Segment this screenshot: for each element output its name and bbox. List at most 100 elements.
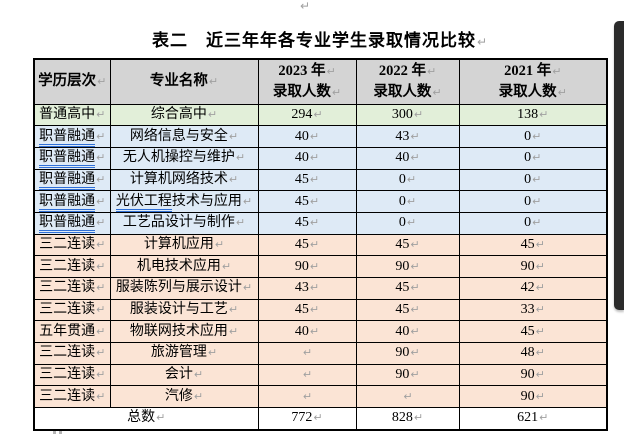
count-value: 0 xyxy=(524,193,532,209)
count-2023-cell[interactable]: 43↵ xyxy=(257,277,357,300)
level-text: 职普融通 xyxy=(39,193,96,212)
total-2021-value: 621 xyxy=(517,410,539,426)
paragraph-mark-icon: ↵ xyxy=(410,303,420,317)
level-cell[interactable]: 三二连读↵ xyxy=(33,277,111,300)
level-text: 三二连读 xyxy=(39,280,96,296)
count-2021-cell[interactable]: 0↵ xyxy=(458,211,608,235)
total-2021-cell[interactable]: 621↵ xyxy=(458,407,608,431)
count-2023-cell[interactable]: 40↵ xyxy=(257,320,357,344)
count-2023-cell[interactable]: 45↵ xyxy=(257,211,357,235)
major-cell[interactable]: 服装设计与工艺↵ xyxy=(109,298,259,322)
table-title[interactable]: 表二 近三年年各专业学生录取情况比较↵ xyxy=(33,26,606,51)
count-2021-cell[interactable]: 90↵ xyxy=(458,363,608,387)
count-2022-cell[interactable]: 45↵ xyxy=(355,277,460,300)
count-2022-cell[interactable]: 45↵ xyxy=(355,298,460,322)
header-2023-cell[interactable]: 2023 年↵ 录取人数↵ xyxy=(257,58,357,105)
major-cell[interactable]: 工艺品设计与制作↵ xyxy=(109,211,259,235)
count-2022-cell[interactable]: 90↵ xyxy=(355,255,460,278)
level-cell[interactable]: 职普融通↵ xyxy=(33,146,111,170)
major-cell[interactable]: 会计↵ xyxy=(109,363,259,387)
count-2022-cell[interactable]: 40↵ xyxy=(355,320,460,344)
major-cell[interactable]: 旅游管理↵ xyxy=(109,342,259,365)
count-2021-cell[interactable]: 0↵ xyxy=(458,168,608,192)
count-2021-cell[interactable]: 90↵ xyxy=(458,255,608,278)
level-cell[interactable]: 五年贯通↵ xyxy=(33,320,111,344)
major-cell[interactable]: 计算机网络技术↵ xyxy=(109,168,259,192)
count-2021-cell[interactable]: 45↵ xyxy=(458,233,608,257)
count-value: 40 xyxy=(395,323,410,339)
level-cell[interactable]: 三二连读↵ xyxy=(33,385,111,409)
count-2021-cell[interactable]: 45↵ xyxy=(458,320,608,344)
header-2021-cell[interactable]: 2021 年↵ 录取人数↵ xyxy=(458,58,608,105)
count-2022-cell[interactable]: 300↵ xyxy=(355,103,460,127)
count-value: 45 xyxy=(294,215,309,231)
level-cell[interactable]: 职普融通↵ xyxy=(33,190,111,213)
count-2021-cell[interactable]: 0↵ xyxy=(458,146,608,170)
major-cell[interactable]: 机电技术应用↵ xyxy=(109,255,259,278)
count-2021-cell[interactable]: 90↵ xyxy=(458,385,608,409)
count-2021-cell[interactable]: 138↵ xyxy=(458,103,608,127)
major-cell[interactable]: 光伏工程技术与应用↵ xyxy=(109,190,259,213)
count-2022-cell[interactable]: 90↵ xyxy=(355,363,460,387)
level-text: 三二连读 xyxy=(39,345,96,361)
level-cell[interactable]: 三二连读↵ xyxy=(33,298,111,322)
count-2022-cell[interactable]: 45↵ xyxy=(355,233,460,257)
count-2023-cell[interactable]: 294↵ xyxy=(257,103,357,127)
major-cell[interactable]: 服装陈列与展示设计↵ xyxy=(109,277,259,300)
count-2023-cell[interactable]: 45↵ xyxy=(257,233,357,257)
count-value: 294 xyxy=(291,106,313,122)
major-cell[interactable]: 计算机应用↵ xyxy=(109,233,259,257)
count-2023-cell[interactable]: ↵ xyxy=(257,363,357,387)
count-2022-cell[interactable]: 43↵ xyxy=(355,125,460,148)
paragraph-mark-icon: ↵ xyxy=(300,0,311,13)
level-cell[interactable]: 三二连读↵ xyxy=(33,255,111,278)
total-label-cell[interactable]: 总数↵ xyxy=(33,407,259,431)
count-2022-cell[interactable]: 0↵ xyxy=(355,211,460,235)
count-2023-cell[interactable]: 45↵ xyxy=(257,168,357,192)
paragraph-mark-icon: ↵ xyxy=(228,303,239,317)
paragraph-mark-icon: ↵ xyxy=(193,368,204,382)
count-2021-cell[interactable]: 33↵ xyxy=(458,298,608,322)
count-2022-cell[interactable]: 0↵ xyxy=(355,168,460,192)
major-cell[interactable]: 汽修↵ xyxy=(109,385,259,409)
count-2022-cell[interactable]: 90↵ xyxy=(355,342,460,365)
header-2022-cell[interactable]: 2022 年↵ 录取人数↵ xyxy=(355,58,460,105)
level-cell[interactable]: 三二连读↵ xyxy=(33,342,111,365)
major-cell[interactable]: 网络信息与安全↵ xyxy=(109,125,259,148)
count-2023-cell[interactable]: 90↵ xyxy=(257,255,357,278)
header-major-cell[interactable]: 专业名称↵ xyxy=(109,58,259,105)
count-2023-cell[interactable]: 40↵ xyxy=(257,146,357,170)
scrollbar-thumb[interactable] xyxy=(614,21,624,310)
count-2022-cell[interactable]: 0↵ xyxy=(355,190,460,213)
major-text: 计算机网络技术 xyxy=(129,171,228,187)
major-cell[interactable]: 物联网技术应用↵ xyxy=(109,320,259,344)
paragraph-mark-icon: ↵ xyxy=(410,281,420,295)
count-2023-cell[interactable]: ↵ xyxy=(257,385,357,409)
paragraph-mark-icon: ↵ xyxy=(302,368,313,382)
count-value: 90 xyxy=(395,258,410,274)
major-cell[interactable]: 综合高中↵ xyxy=(109,103,259,127)
level-cell[interactable]: 三二连读↵ xyxy=(33,233,111,257)
count-2023-cell[interactable]: 45↵ xyxy=(257,190,357,213)
header-level-cell[interactable]: 学历层次↵ xyxy=(33,58,111,105)
level-cell[interactable]: 职普融通↵ xyxy=(33,168,111,192)
count-2022-cell[interactable]: 40↵ xyxy=(355,146,460,170)
total-2023-cell[interactable]: 772↵ xyxy=(257,407,357,431)
paragraph-mark-icon: ↵ xyxy=(309,129,320,143)
total-2022-cell[interactable]: 828↵ xyxy=(355,407,460,431)
count-2021-cell[interactable]: 0↵ xyxy=(458,125,608,148)
level-cell[interactable]: 三二连读↵ xyxy=(33,363,111,387)
count-2023-cell[interactable]: 40↵ xyxy=(257,125,357,148)
paragraph-mark-icon: ↵ xyxy=(410,129,420,143)
level-cell[interactable]: 职普融通↵ xyxy=(33,211,111,235)
count-2023-cell[interactable]: ↵ xyxy=(257,342,357,365)
level-cell[interactable]: 职普融通↵ xyxy=(33,125,111,148)
count-2022-cell[interactable]: ↵ xyxy=(355,385,460,409)
major-cell[interactable]: 无人机操控与维护↵ xyxy=(109,146,259,170)
level-cell[interactable]: 普通高中↵ xyxy=(33,103,111,127)
count-2021-cell[interactable]: 42↵ xyxy=(458,277,608,300)
count-2023-cell[interactable]: 45↵ xyxy=(257,298,357,322)
paragraph-mark-icon: ↵ xyxy=(309,172,320,186)
count-2021-cell[interactable]: 48↵ xyxy=(458,342,608,365)
count-2021-cell[interactable]: 0↵ xyxy=(458,190,608,213)
